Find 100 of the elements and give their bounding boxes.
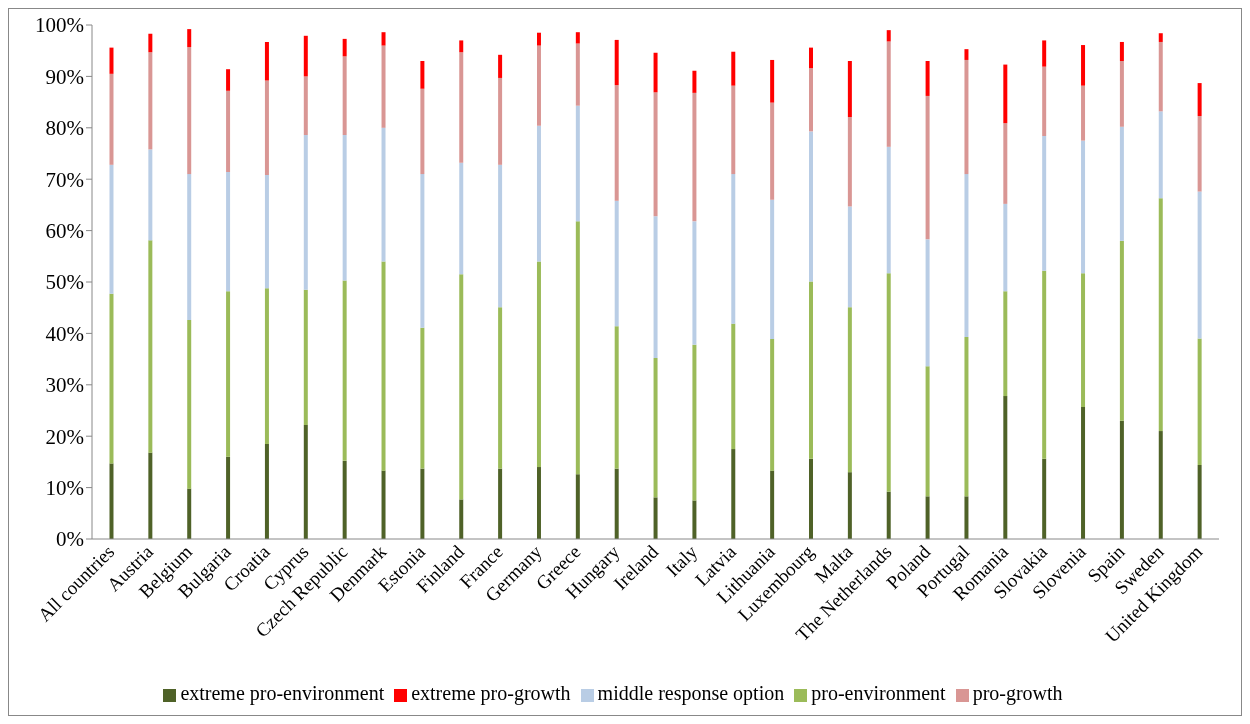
bar [264, 288, 269, 444]
bar [1158, 431, 1163, 539]
bar [614, 200, 619, 327]
bar [847, 472, 852, 539]
bar [886, 30, 891, 42]
bar [692, 344, 697, 501]
bar [575, 43, 580, 106]
bar [731, 174, 736, 324]
bar [498, 468, 503, 539]
bar [226, 291, 231, 457]
bar [187, 29, 192, 48]
bar [809, 131, 814, 282]
bar [964, 49, 969, 60]
bar [536, 261, 541, 468]
bar [381, 45, 386, 128]
bar [303, 76, 308, 135]
bar [886, 146, 891, 274]
bar [653, 92, 658, 217]
y-tick-label: 0% [56, 527, 84, 552]
bar [342, 135, 347, 281]
bar [770, 339, 775, 471]
bar [303, 35, 308, 77]
bar [1042, 66, 1047, 137]
bar [964, 337, 969, 497]
y-tick-label: 100% [35, 13, 84, 38]
bar [459, 162, 464, 275]
bar [498, 307, 503, 469]
bar [1081, 85, 1086, 141]
bar [1158, 198, 1163, 432]
bar [575, 221, 580, 475]
bar [964, 174, 969, 337]
bar [381, 261, 386, 471]
y-tick-label: 40% [45, 321, 84, 346]
bar [148, 240, 153, 453]
bar [1197, 464, 1202, 539]
bar [536, 32, 541, 46]
bar [148, 33, 153, 53]
bar [575, 32, 580, 44]
bar [847, 307, 852, 473]
bar [770, 470, 775, 539]
bar [109, 293, 114, 464]
bar [653, 497, 658, 539]
bar [770, 59, 775, 103]
y-tick-label: 50% [45, 270, 84, 295]
bar [187, 320, 192, 489]
bar [925, 239, 930, 367]
bar [614, 326, 619, 469]
bar [1197, 191, 1202, 339]
bar [498, 77, 503, 165]
bar [1042, 136, 1047, 271]
bar [536, 45, 541, 126]
bar [1119, 41, 1124, 61]
bar [342, 280, 347, 461]
y-tick-label: 10% [45, 476, 84, 501]
bar [536, 467, 541, 539]
bar [459, 274, 464, 500]
bar [770, 102, 775, 200]
bar [731, 449, 736, 539]
bar [303, 135, 308, 290]
bar [459, 499, 464, 539]
bar [498, 164, 503, 308]
bar [731, 51, 736, 86]
bar [1197, 115, 1202, 192]
bar [1003, 291, 1008, 397]
bar [925, 95, 930, 240]
bar [1081, 406, 1086, 539]
bar [809, 281, 814, 459]
bar [809, 458, 814, 539]
bar [925, 366, 930, 497]
bar [342, 460, 347, 539]
y-tick-label: 30% [45, 373, 84, 398]
bar [1081, 140, 1086, 274]
bar [1003, 123, 1008, 204]
bar [1042, 458, 1047, 539]
bar [692, 500, 697, 539]
bar [653, 358, 658, 498]
legend-label: middle response option [597, 682, 785, 704]
bar [187, 488, 192, 539]
y-tick-label: 90% [45, 64, 84, 89]
bar [498, 54, 503, 78]
bar [459, 52, 464, 163]
bar [886, 41, 891, 147]
bar [109, 164, 114, 294]
bar [420, 327, 425, 469]
y-tick-label: 70% [45, 167, 84, 192]
bar [187, 174, 192, 321]
bar [575, 474, 580, 539]
bar [381, 127, 386, 262]
bar [420, 88, 425, 175]
bar [226, 172, 231, 292]
bar [1197, 338, 1202, 465]
bar [809, 47, 814, 69]
bar [303, 289, 308, 425]
bar [925, 60, 930, 96]
bar [148, 52, 153, 150]
bar [264, 443, 269, 539]
bar [847, 60, 852, 118]
bar [264, 175, 269, 289]
y-tick-label: 80% [45, 116, 84, 141]
legend-label: pro-environment [811, 682, 946, 704]
